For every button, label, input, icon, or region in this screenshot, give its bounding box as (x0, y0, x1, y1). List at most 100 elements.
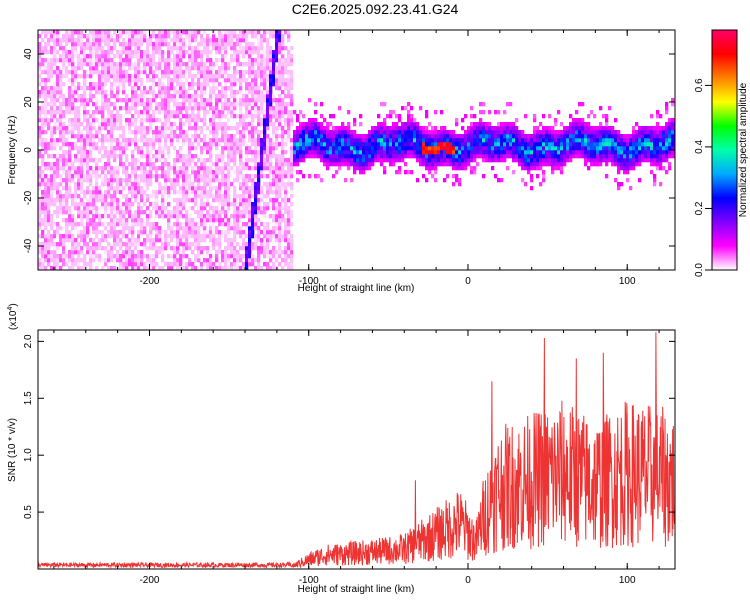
heatmap-cell (209, 226, 213, 231)
heatmap-cell (185, 230, 189, 235)
heatmap-cell (146, 178, 150, 183)
heatmap-cell (89, 174, 93, 179)
heatmap-cell (467, 126, 471, 131)
heatmap-cell (77, 130, 81, 135)
heatmap-cell (137, 102, 141, 107)
heatmap-cell (479, 126, 483, 131)
heatmap-cell (248, 202, 252, 207)
heatmap-cell (584, 142, 588, 147)
heatmap-cell (218, 218, 222, 223)
heatmap-cell (404, 134, 408, 139)
heatmap-cell (143, 202, 147, 207)
heatmap-cell (245, 158, 249, 163)
heatmap-cell (260, 198, 264, 203)
heatmap-cell (254, 202, 258, 207)
heatmap-cell (230, 90, 234, 95)
heatmap-cell (200, 190, 204, 195)
heatmap-cell (410, 142, 414, 147)
heatmap-cell (56, 138, 60, 143)
heatmap-cell (428, 138, 432, 143)
heatmap-cell (146, 258, 150, 263)
heatmap-cell (56, 42, 60, 47)
heatmap-cell (197, 62, 201, 67)
heatmap-cell (218, 262, 222, 267)
heatmap-cell (200, 206, 204, 211)
heatmap-cell (224, 214, 228, 219)
heatmap-cell (299, 122, 303, 127)
heatmap-cell (203, 262, 207, 267)
heatmap-cell (77, 214, 81, 219)
heatmap-cell (473, 170, 477, 175)
heatmap-cell (290, 138, 294, 143)
heatmap-cell (146, 162, 150, 167)
heatmap-cell (383, 102, 387, 107)
heatmap-cell (464, 130, 468, 135)
heatmap-cell (77, 234, 81, 239)
heatmap-cell (107, 266, 111, 270)
heatmap-cell (137, 46, 141, 51)
heatmap-cell (209, 222, 213, 227)
heatmap-cell (122, 150, 126, 155)
heatmap-cell (236, 42, 240, 47)
heatmap-cell (161, 242, 165, 247)
heatmap-cell (68, 70, 72, 75)
heatmap-cell (281, 238, 285, 243)
heatmap-cell (308, 126, 312, 131)
heatmap-cell (290, 118, 294, 123)
heatmap-cell (278, 70, 282, 75)
heatmap-cell (125, 210, 129, 215)
heatmap-cell (128, 190, 132, 195)
heatmap-cell (53, 154, 57, 159)
heatmap-cell (203, 70, 207, 75)
heatmap-cell (101, 30, 105, 35)
heatmap-cell (119, 54, 123, 59)
heatmap-cell (116, 142, 120, 147)
heatmap-cell (407, 122, 411, 127)
heatmap-cell (281, 62, 285, 67)
heatmap-cell (227, 226, 231, 231)
heatmap-cell (56, 86, 60, 91)
heatmap-cell (434, 142, 438, 147)
heatmap-cell (140, 58, 144, 63)
heatmap-cell (272, 134, 276, 139)
heatmap-cell (395, 130, 399, 135)
heatmap-cell (254, 182, 258, 187)
heatmap-cell (89, 130, 93, 135)
heatmap-cell (125, 238, 129, 243)
heatmap-cell (146, 118, 150, 123)
heatmap-cell (425, 146, 429, 151)
heatmap-cell (299, 150, 303, 155)
heatmap-cell (362, 170, 366, 175)
heatmap-cell (62, 162, 66, 167)
heatmap-cell (56, 94, 60, 99)
heatmap-cell (518, 130, 522, 135)
heatmap-cell (50, 118, 54, 123)
heatmap-cell (83, 34, 87, 39)
heatmap-cell (176, 34, 180, 39)
heatmap-cell (47, 94, 51, 99)
heatmap-cell (581, 134, 585, 139)
heatmap-cell (158, 102, 162, 107)
heatmap-cell (41, 146, 45, 151)
heatmap-cell (95, 170, 99, 175)
heatmap-cell (41, 202, 45, 207)
heatmap-cell (263, 30, 267, 35)
heatmap-cell (434, 130, 438, 135)
heatmap-cell (68, 178, 72, 183)
heatmap-cell (182, 214, 186, 219)
heatmap-cell (167, 190, 171, 195)
heatmap-cell (239, 114, 243, 119)
heatmap-cell (104, 62, 108, 67)
heatmap-cell (50, 142, 54, 147)
heatmap-cell (137, 186, 141, 191)
heatmap-cell (533, 166, 537, 171)
heatmap-cell (308, 174, 312, 179)
heatmap-cell (233, 178, 237, 183)
heatmap-cell (290, 114, 294, 119)
heatmap-cell (257, 38, 261, 43)
heatmap-cell (287, 122, 291, 127)
heatmap-cell (206, 66, 210, 71)
heatmap-cell (362, 142, 366, 147)
heatmap-cell (185, 266, 189, 270)
heatmap-cell (272, 110, 276, 115)
